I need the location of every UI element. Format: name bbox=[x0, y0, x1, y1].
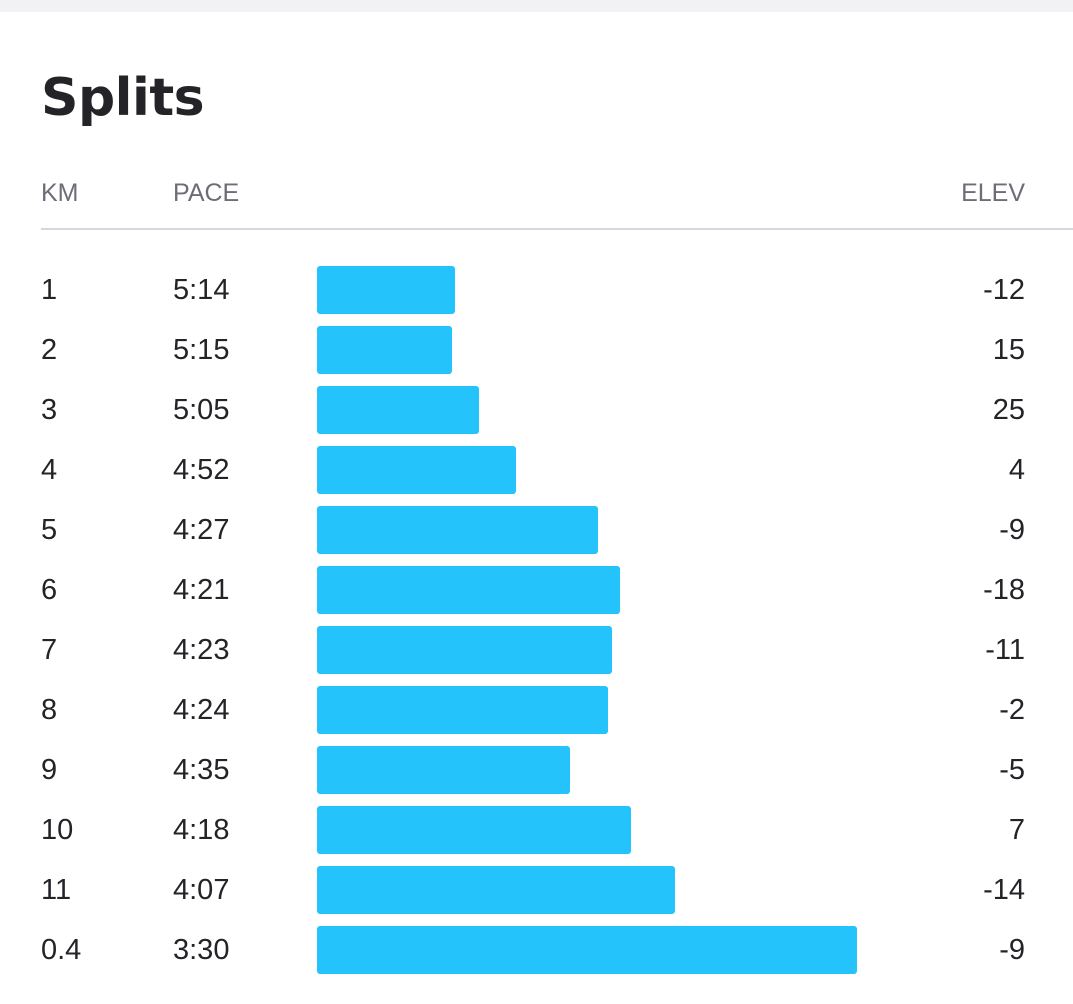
split-elev: 7 bbox=[1008, 814, 1025, 846]
split-row: 11 4:07 -14 bbox=[0, 862, 1073, 922]
split-row: 3 5:05 25 bbox=[0, 382, 1073, 442]
split-km: 9 bbox=[41, 754, 58, 786]
split-row: 0.4 3:30 -9 bbox=[0, 922, 1073, 982]
pace-bar bbox=[317, 506, 598, 554]
split-elev: 25 bbox=[992, 394, 1025, 426]
split-elev: 15 bbox=[992, 334, 1025, 366]
split-elev: -12 bbox=[983, 274, 1025, 306]
split-row: 5 4:27 -9 bbox=[0, 502, 1073, 562]
header-elev: ELEV bbox=[961, 179, 1025, 207]
split-row: 8 4:24 -2 bbox=[0, 682, 1073, 742]
split-km: 4 bbox=[41, 454, 58, 486]
split-km: 10 bbox=[41, 814, 74, 846]
splits-list: 1 5:14 -12 2 5:15 15 3 5:05 25 4 4:52 4 … bbox=[0, 262, 1073, 982]
split-elev: -11 bbox=[985, 634, 1025, 666]
split-pace: 4:35 bbox=[173, 754, 230, 786]
split-row: 4 4:52 4 bbox=[0, 442, 1073, 502]
split-pace: 4:23 bbox=[173, 634, 230, 666]
header-pace: PACE bbox=[173, 179, 240, 207]
split-pace: 4:24 bbox=[173, 694, 230, 726]
split-pace: 5:05 bbox=[173, 394, 230, 426]
pace-bar bbox=[317, 866, 675, 914]
splits-header: KM PACE ELEV bbox=[0, 172, 1073, 214]
split-pace: 4:18 bbox=[173, 814, 230, 846]
split-row: 6 4:21 -18 bbox=[0, 562, 1073, 622]
split-row: 1 5:14 -12 bbox=[0, 262, 1073, 322]
split-pace: 5:14 bbox=[173, 274, 230, 306]
split-row: 9 4:35 -5 bbox=[0, 742, 1073, 802]
pace-bar bbox=[317, 566, 620, 614]
top-strip bbox=[0, 0, 1073, 12]
split-pace: 4:27 bbox=[173, 514, 230, 546]
split-elev: -18 bbox=[983, 574, 1025, 606]
split-pace: 4:52 bbox=[173, 454, 230, 486]
split-elev: -5 bbox=[999, 754, 1025, 786]
split-pace: 3:30 bbox=[173, 934, 230, 966]
split-elev: 4 bbox=[1008, 454, 1025, 486]
split-row: 7 4:23 -11 bbox=[0, 622, 1073, 682]
split-km: 7 bbox=[41, 634, 58, 666]
pace-bar bbox=[317, 326, 452, 374]
split-km: 11 bbox=[41, 874, 72, 906]
split-km: 3 bbox=[41, 394, 58, 426]
split-km: 6 bbox=[41, 574, 58, 606]
split-elev: -9 bbox=[999, 934, 1025, 966]
pace-bar bbox=[317, 266, 455, 314]
split-pace: 4:21 bbox=[173, 574, 230, 606]
split-km: 2 bbox=[41, 334, 58, 366]
split-row: 10 4:18 7 bbox=[0, 802, 1073, 862]
split-elev: -14 bbox=[983, 874, 1025, 906]
pace-bar bbox=[317, 926, 857, 974]
split-km: 8 bbox=[41, 694, 58, 726]
split-km: 1 bbox=[41, 274, 58, 306]
pace-bar bbox=[317, 446, 516, 494]
split-km: 0.4 bbox=[41, 934, 82, 966]
split-pace: 5:15 bbox=[173, 334, 230, 366]
split-row: 2 5:15 15 bbox=[0, 322, 1073, 382]
pace-bar bbox=[317, 626, 612, 674]
header-km: KM bbox=[41, 179, 79, 207]
split-pace: 4:07 bbox=[173, 874, 230, 906]
pace-bar bbox=[317, 806, 631, 854]
split-km: 5 bbox=[41, 514, 58, 546]
pace-bar bbox=[317, 686, 608, 734]
pace-bar bbox=[317, 386, 479, 434]
split-elev: -2 bbox=[999, 694, 1025, 726]
splits-title: Splits bbox=[41, 68, 205, 128]
split-elev: -9 bbox=[999, 514, 1025, 546]
pace-bar bbox=[317, 746, 570, 794]
header-divider bbox=[41, 228, 1073, 230]
